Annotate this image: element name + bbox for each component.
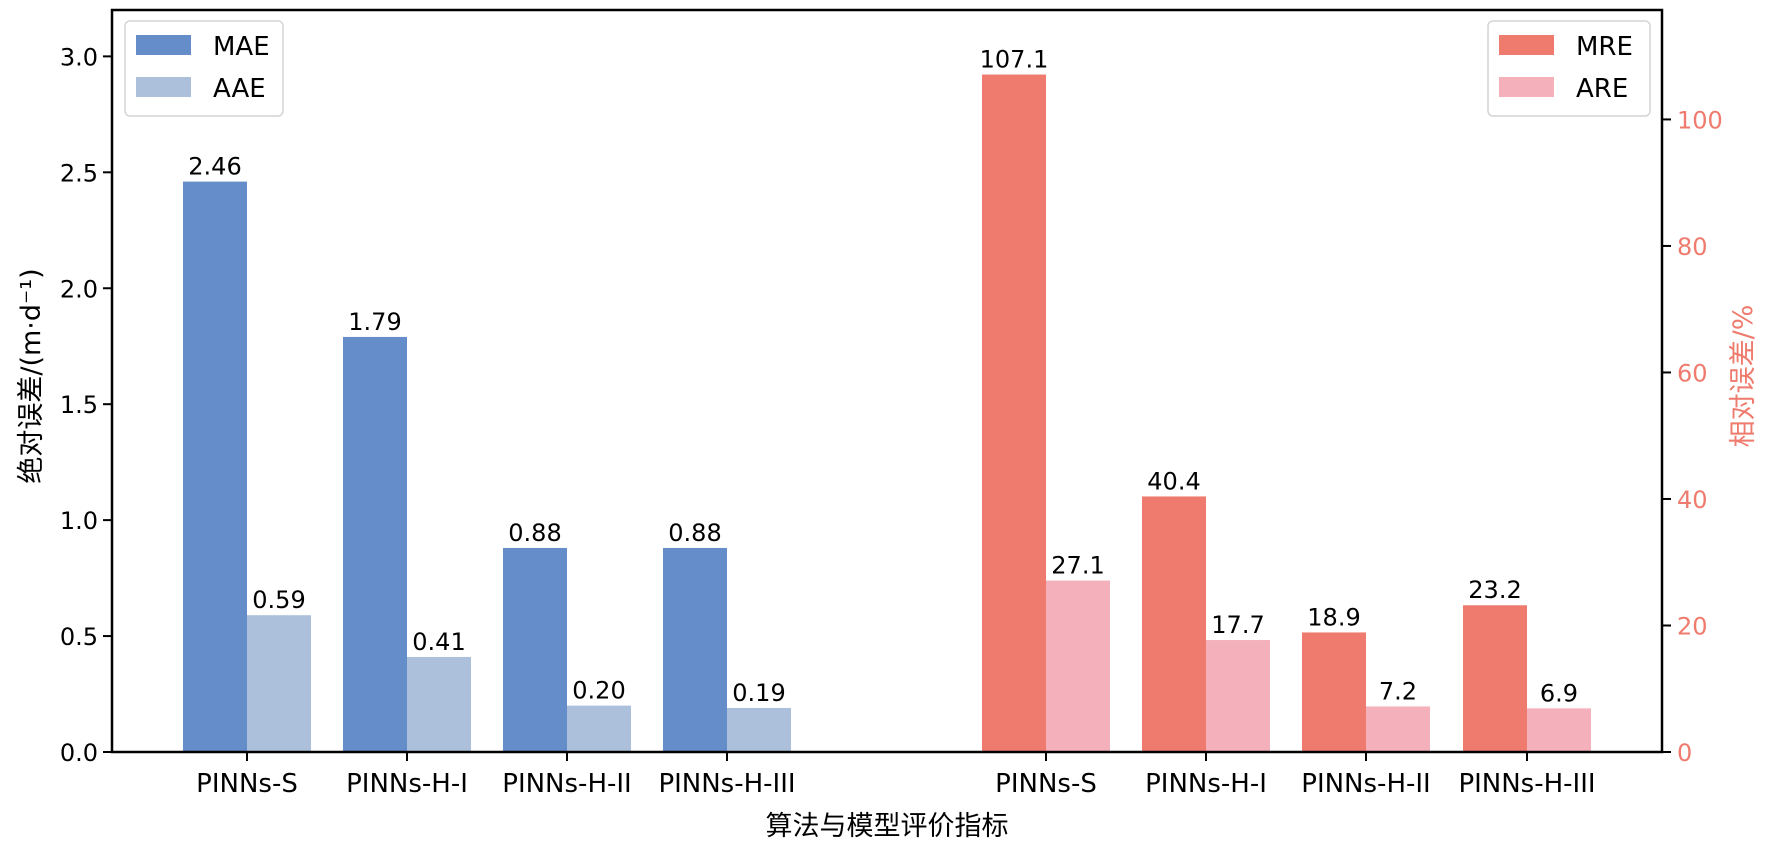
right-data-label-mre-0: 107.1 [980, 46, 1049, 74]
y-right-tick-label-4: 80 [1677, 233, 1708, 261]
legends-layer: MAE AAE MRE ARE [124, 20, 1651, 117]
right-bar-mre-0 [982, 74, 1046, 753]
left-bar-aae-2 [567, 705, 631, 752]
right-data-label-mre-3: 23.2 [1468, 576, 1521, 604]
right-x-tick-label-1: PINNs-H-I [1145, 769, 1267, 799]
left-bar-mae-1 [343, 336, 407, 752]
right-bar-are-0 [1046, 580, 1110, 752]
right-legend-label-mre: MRE [1576, 32, 1633, 62]
right-data-label-mre-1: 40.4 [1147, 467, 1200, 495]
y-right-tick-label-5: 100 [1677, 106, 1723, 134]
right-bar-are-3 [1527, 708, 1591, 752]
right-x-tick-label-0: PINNs-S [995, 769, 1097, 799]
left-data-label-mae-3: 0.88 [668, 519, 721, 547]
right-data-label-are-3: 6.9 [1540, 679, 1578, 707]
right-bar-are-2 [1366, 706, 1430, 752]
right-data-label-are-0: 27.1 [1051, 552, 1104, 580]
right-data-label-are-2: 7.2 [1379, 677, 1417, 705]
left-bar-mae-0 [183, 181, 247, 752]
right-bar-mre-2 [1302, 632, 1366, 752]
left-bar-mae-2 [503, 547, 567, 752]
y-left-tick-label-5: 2.5 [60, 159, 98, 187]
left-bar-aae-0 [247, 615, 311, 752]
y-right-tick-label-3: 60 [1677, 359, 1708, 387]
y-axis-right-label: 相对误差/% [1728, 305, 1759, 448]
right-bar-are-1 [1206, 640, 1270, 752]
y-left-tick-label-1: 0.5 [60, 623, 98, 651]
left-data-label-aae-1: 0.41 [412, 628, 465, 656]
left-x-tick-label-3: PINNs-H-III [658, 769, 795, 799]
right-x-tick-label-3: PINNs-H-III [1458, 769, 1595, 799]
left-bar-aae-3 [727, 707, 791, 752]
y-left-tick-label-0: 0.0 [60, 739, 98, 767]
plot-frame [110, 8, 1664, 754]
right-bar-mre-1 [1142, 496, 1206, 752]
left-data-label-aae-0: 0.59 [252, 586, 305, 614]
left-data-label-aae-3: 0.19 [732, 679, 785, 707]
left-legend-label-aae: AAE [213, 74, 266, 104]
left-data-label-mae-1: 1.79 [348, 308, 401, 336]
left-legend-label-mae: MAE [213, 32, 270, 62]
right-x-tick-label-2: PINNs-H-II [1301, 769, 1430, 799]
right-legend-label-are: ARE [1576, 74, 1628, 104]
right-data-label-are-1: 17.7 [1211, 611, 1264, 639]
x-axis-label: 算法与模型评价指标 [766, 811, 1009, 842]
bars-layer [183, 74, 1591, 753]
y-left-tick-label-3: 1.5 [60, 391, 98, 419]
y-left-tick-label-4: 2.0 [60, 275, 98, 303]
right-legend-swatch-mre [1499, 35, 1554, 55]
left-legend-swatch-aae [136, 77, 191, 97]
left-x-tick-label-1: PINNs-H-I [346, 769, 468, 799]
left-bar-mae-3 [663, 547, 727, 752]
left-data-label-mae-0: 2.46 [188, 153, 241, 181]
y-right-tick-label-0: 0 [1677, 739, 1692, 767]
left-legend-swatch-mae [136, 35, 191, 55]
data-labels-layer: 2.46 1.79 0.88 0.88 0.59 0.41 0.20 0.19 107.1 40.… [188, 46, 1578, 708]
left-data-label-aae-2: 0.20 [572, 677, 625, 705]
left-data-label-mae-2: 0.88 [508, 519, 561, 547]
y-right-tick-label-2: 40 [1677, 486, 1708, 514]
right-bar-mre-3 [1463, 605, 1527, 752]
y-axis-left-label: 绝对误差/(m·d⁻¹) [16, 268, 47, 483]
left-x-tick-label-2: PINNs-H-II [502, 769, 631, 799]
left-x-tick-label-0: PINNs-S [196, 769, 298, 799]
y-right-tick-label-1: 20 [1677, 612, 1708, 640]
y-left-tick-label-2: 1.0 [60, 507, 98, 535]
left-bar-aae-1 [407, 656, 471, 752]
right-data-label-mre-2: 18.9 [1307, 603, 1360, 631]
axes-layer: PINNs-S PINNs-H-I PINNs-H-II PINNs-H-III PIN… [60, 8, 1723, 799]
y-left-tick-label-6: 3.0 [60, 43, 98, 71]
right-legend-swatch-are [1499, 77, 1554, 97]
